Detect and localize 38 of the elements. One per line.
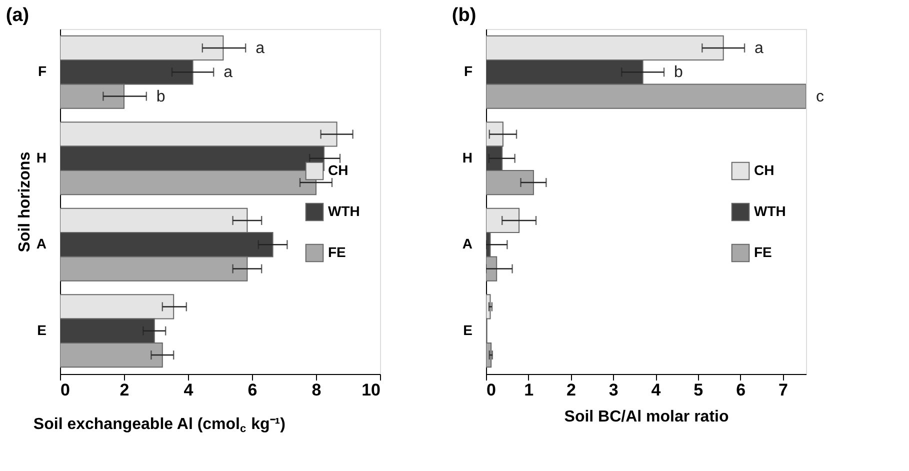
y-tick-label: E xyxy=(463,322,472,338)
legend-label: WTH xyxy=(328,203,360,219)
x-tick-label: 5 xyxy=(694,380,704,400)
legend-label: CH xyxy=(754,162,774,178)
x-tick-label: 10 xyxy=(362,380,380,400)
x-tick-label: 4 xyxy=(651,380,662,400)
y-tick-label: H xyxy=(462,149,472,166)
y-axis-title: Soil horizons xyxy=(16,152,34,252)
annotation: b xyxy=(156,88,166,106)
annotation: a xyxy=(754,40,764,57)
annotation: a xyxy=(224,64,233,82)
x-tick-label: 1 xyxy=(524,380,534,400)
y-tick-label: E xyxy=(37,322,46,338)
annotation: a xyxy=(256,40,265,57)
x-tick-label: 0 xyxy=(60,380,70,400)
legend-label: FE xyxy=(328,244,346,260)
annotation: b xyxy=(674,64,684,82)
y-tick-label: F xyxy=(38,63,47,80)
y-tick-label: H xyxy=(36,149,46,166)
x-tick-label: 0 xyxy=(486,380,496,400)
x-tick-label: 2 xyxy=(566,380,576,400)
x-tick-label: 2 xyxy=(120,380,130,400)
legend-label: FE xyxy=(754,244,772,260)
x-tick-label: 3 xyxy=(608,380,618,400)
legend-label: WTH xyxy=(754,203,786,219)
x-tick-label: 6 xyxy=(248,380,258,400)
y-tick-label: A xyxy=(36,236,46,252)
y-tick-label: F xyxy=(464,63,473,80)
legend-label: CH xyxy=(328,162,348,178)
y-tick-label: A xyxy=(462,236,472,252)
chart-title: (a) xyxy=(6,5,30,26)
x-tick-label: 8 xyxy=(312,380,322,400)
x-tick-label: 7 xyxy=(778,380,788,400)
x-tick-label: 6 xyxy=(736,380,746,400)
x-tick-label: 4 xyxy=(184,380,194,400)
x-axis-title: Soil BC/Al molar ratio xyxy=(564,408,729,426)
chart-title: (b) xyxy=(452,5,476,26)
text: c xyxy=(816,88,824,106)
